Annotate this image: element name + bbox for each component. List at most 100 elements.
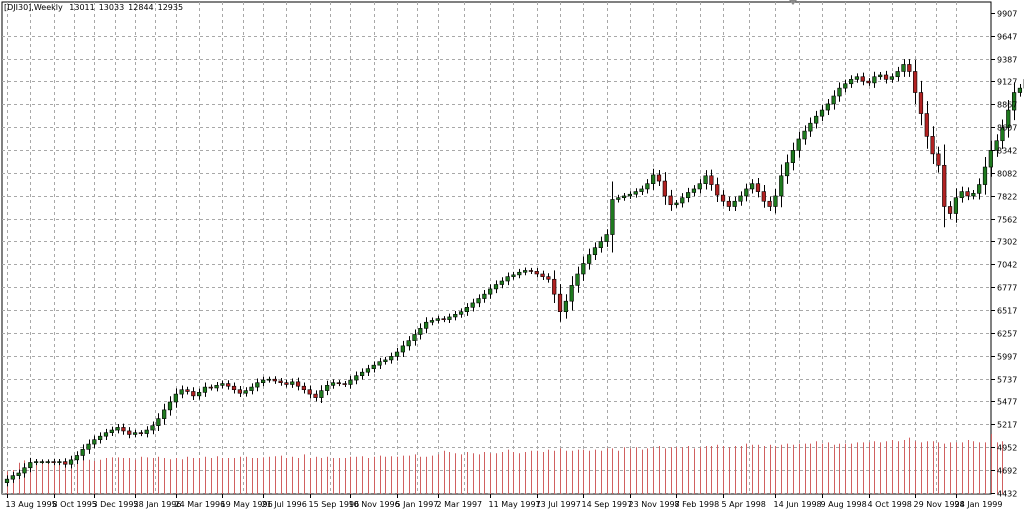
bull-candle bbox=[377, 361, 382, 366]
bull-candle bbox=[371, 364, 376, 369]
volume-histogram bbox=[7, 434, 1003, 494]
bull-candle bbox=[744, 188, 749, 197]
y-tick-label: 5737 bbox=[997, 376, 1017, 385]
x-tick-label: 10 Nov 1996 bbox=[349, 500, 400, 509]
bull-candle bbox=[86, 443, 91, 450]
bull-candle bbox=[412, 334, 417, 341]
bull-candle bbox=[738, 195, 743, 202]
y-tick-label: 8082 bbox=[997, 170, 1017, 179]
bull-candle bbox=[22, 467, 27, 474]
x-tick-label: 13 Aug 1995 bbox=[6, 500, 57, 509]
bull-candle bbox=[849, 79, 854, 85]
bull-candle bbox=[400, 345, 405, 353]
bear-candle bbox=[656, 174, 662, 182]
bull-candle bbox=[889, 76, 894, 80]
high-value: 13033 bbox=[98, 3, 125, 12]
bull-candle bbox=[464, 307, 469, 312]
bull-candle bbox=[493, 284, 499, 290]
bull-candle bbox=[621, 195, 627, 199]
bull-candle bbox=[971, 193, 976, 197]
bull-candle bbox=[330, 382, 336, 386]
close-value: 12935 bbox=[157, 3, 184, 12]
bull-candle bbox=[115, 427, 120, 431]
bull-candle bbox=[604, 234, 609, 242]
bull-candle bbox=[499, 280, 504, 285]
bear-candle bbox=[557, 293, 563, 312]
bull-candle bbox=[988, 150, 993, 168]
bear-candle bbox=[528, 270, 534, 272]
bear-candle bbox=[208, 386, 213, 389]
bear-candle bbox=[907, 64, 912, 72]
open-value: 13011 bbox=[69, 3, 95, 12]
bear-candle bbox=[709, 175, 714, 185]
bull-candle bbox=[150, 425, 155, 431]
bull-candle bbox=[220, 383, 225, 386]
bull-candle bbox=[243, 390, 248, 394]
y-tick-label: 7562 bbox=[997, 216, 1017, 225]
bull-candle bbox=[610, 199, 615, 235]
y-tick-label: 6777 bbox=[997, 284, 1017, 293]
bull-candle bbox=[394, 351, 400, 357]
bull-candle bbox=[132, 432, 138, 435]
bull-candle bbox=[482, 293, 487, 299]
x-tick-label: 13 Jul 1997 bbox=[536, 500, 581, 509]
bull-candle bbox=[587, 254, 592, 264]
bull-candle bbox=[16, 472, 21, 476]
bull-candle bbox=[581, 263, 586, 275]
bull-candle bbox=[819, 109, 825, 117]
bull-candle bbox=[680, 197, 685, 204]
bull-candle bbox=[435, 318, 440, 321]
bear-candle bbox=[860, 76, 865, 82]
y-tick-label: 5477 bbox=[997, 398, 1017, 407]
bear-candle bbox=[441, 318, 446, 321]
bull-candle bbox=[1017, 87, 1023, 93]
y-tick-label: 7302 bbox=[997, 238, 1017, 247]
chart-info-header: [DJI30],Weekly 13011 13033 12844 12935 bbox=[4, 3, 187, 12]
bull-candle bbox=[249, 386, 254, 391]
price-candles bbox=[4, 59, 1024, 487]
x-tick-label: 23 Nov 1997 bbox=[629, 500, 680, 509]
bear-candle bbox=[947, 206, 953, 214]
y-tick-label: 9907 bbox=[997, 10, 1017, 19]
bear-candle bbox=[883, 74, 889, 80]
bear-candle bbox=[866, 80, 871, 84]
bull-candle bbox=[424, 321, 429, 329]
x-tick-label: 9 Aug 1998 bbox=[821, 500, 867, 509]
bear-candle bbox=[342, 383, 347, 385]
bull-candle bbox=[854, 76, 860, 80]
bull-candle bbox=[144, 429, 149, 434]
bear-candle bbox=[63, 461, 68, 465]
bull-candle bbox=[831, 95, 836, 105]
bull-candle bbox=[645, 183, 650, 190]
bull-candle bbox=[872, 76, 877, 84]
bear-candle bbox=[272, 378, 277, 382]
bull-candle bbox=[167, 401, 173, 411]
chart-shift-marker-icon[interactable] bbox=[789, 0, 797, 5]
bull-candle bbox=[697, 183, 702, 190]
bull-candle bbox=[569, 285, 574, 302]
x-tick-label: 14 Jun 1998 bbox=[774, 500, 822, 509]
bull-candle bbox=[74, 455, 79, 461]
bear-candle bbox=[284, 382, 289, 385]
y-tick-label: 6257 bbox=[997, 330, 1017, 339]
bear-candle bbox=[127, 430, 132, 435]
bull-candle bbox=[843, 83, 848, 89]
x-tick-label: 24 Mar 1996 bbox=[175, 500, 226, 509]
bull-candle bbox=[453, 314, 458, 318]
x-tick-label: 3 Dec 1995 bbox=[93, 500, 139, 509]
bull-candle bbox=[674, 202, 679, 206]
bear-candle bbox=[755, 183, 761, 192]
price-axis: 9907 9647 9387 9127 8867 8607 8342 8082 7822 7562… bbox=[991, 10, 1017, 499]
bull-candle bbox=[197, 392, 202, 397]
x-tick-label: 15 Sep 1996 bbox=[309, 500, 360, 509]
y-tick-label: 7042 bbox=[997, 261, 1017, 270]
x-tick-label: 28 Jan 1996 bbox=[134, 500, 182, 509]
x-tick-label: 14 Sep 1997 bbox=[582, 500, 633, 509]
bull-candle bbox=[1000, 127, 1005, 142]
bull-candle bbox=[523, 270, 528, 273]
bear-candle bbox=[552, 278, 557, 295]
bear-candle bbox=[336, 382, 341, 385]
bull-candle bbox=[360, 371, 365, 376]
